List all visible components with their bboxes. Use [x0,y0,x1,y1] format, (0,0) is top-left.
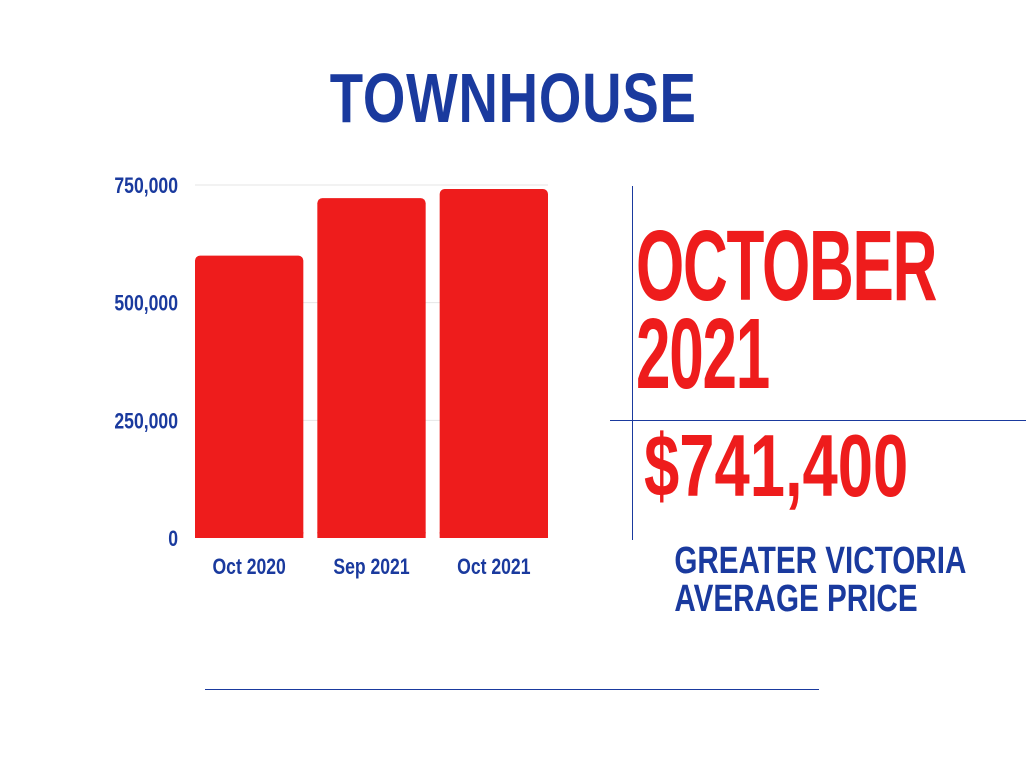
caption-line-1: GREATER VICTORIA [674,540,967,582]
bar-sep-2021 [317,198,426,539]
bar-base [317,532,426,538]
y-tick-label: 500,000 [114,292,178,316]
price-caption: GREATER VICTORIA AVERAGE PRICE [640,540,967,620]
price-text: $741,400 [644,416,909,515]
y-tick-label: 750,000 [114,174,178,198]
chart-bars [195,189,548,539]
caption-line-2: AVERAGE PRICE [674,578,918,620]
period-year: 2021 [636,298,770,410]
vertical-divider [632,186,633,540]
chart-y-axis: 0 250,000 500,000 750,000 [114,174,178,551]
average-price-value: $741,400 [644,418,1011,514]
period-heading: OCTOBER 2021 [636,210,1026,410]
y-tick-label: 0 [168,527,178,551]
horizontal-divider [610,420,1026,421]
x-tick-label: Oct 2021 [457,555,530,579]
y-tick-label: 250,000 [114,410,178,434]
chart-x-axis: Oct 2020 Sep 2021 Oct 2021 [213,555,531,579]
page-title: TOWNHOUSE [329,59,697,137]
bar-oct-2021 [439,189,548,538]
x-tick-label: Oct 2020 [213,555,286,579]
period-month: OCTOBER [636,210,937,322]
bar-oct-2020 [195,255,304,538]
bar-base [439,532,548,538]
bar-base [195,532,304,538]
x-tick-label: Sep 2021 [333,555,409,579]
footer-divider [205,689,819,690]
